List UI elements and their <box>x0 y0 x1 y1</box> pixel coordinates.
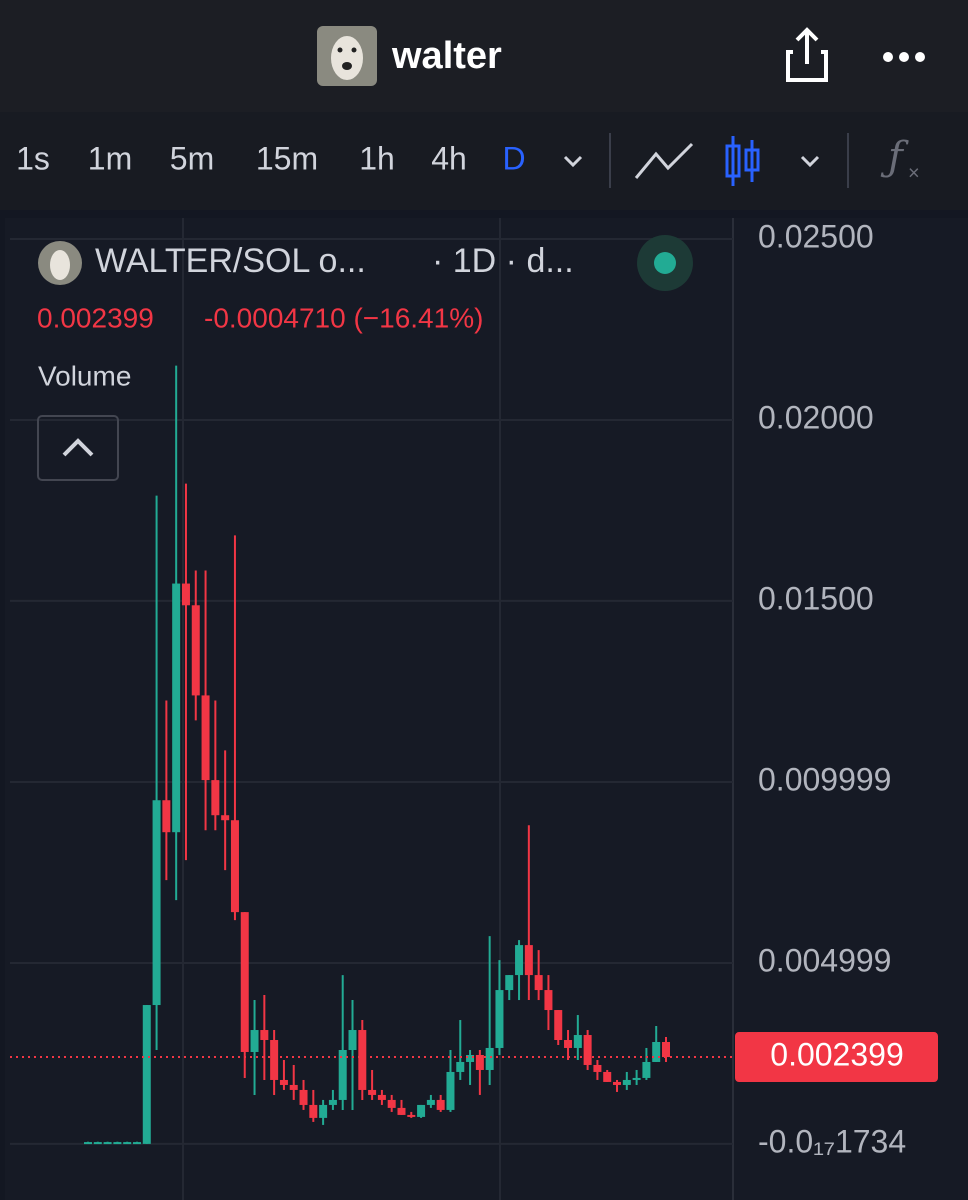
status-dot <box>654 252 676 274</box>
candle-body <box>132 1142 141 1145</box>
grid: -0.0₁₇1734 0.004999 0.009999 0.01500 0.02000… <box>10 218 906 1159</box>
volume-label: Volume <box>38 360 131 391</box>
candle-body <box>348 1030 357 1050</box>
collapse-icon <box>62 438 94 457</box>
candle-body <box>309 1104 318 1118</box>
line-chart-button[interactable] <box>634 142 694 179</box>
candle-body <box>466 1054 475 1062</box>
candle-body <box>475 1054 484 1070</box>
candle-body <box>279 1079 288 1085</box>
y-tick-label: 0.02000 <box>758 399 874 435</box>
candle-chart-button[interactable] <box>725 136 760 186</box>
candle-body <box>84 1142 92 1145</box>
candle-body <box>662 1041 670 1058</box>
candle-body <box>593 1064 602 1072</box>
more-button[interactable] <box>883 52 925 62</box>
candle-body <box>446 1071 455 1110</box>
candle-body <box>93 1142 102 1145</box>
avatar <box>317 26 377 86</box>
y-tick-label: 0.004999 <box>758 942 891 978</box>
y-tick-label: 0.009999 <box>758 761 891 797</box>
candle-body <box>270 1040 279 1080</box>
candle-body <box>328 1099 337 1105</box>
candle-body <box>573 1035 582 1048</box>
candle-body <box>632 1077 641 1080</box>
interval-button[interactable]: 5m <box>170 140 214 176</box>
candle-body <box>123 1142 132 1145</box>
interval-button[interactable]: 1h <box>359 140 395 176</box>
toolbar <box>0 112 968 210</box>
candle-body <box>103 1142 112 1145</box>
candle-body <box>377 1094 386 1100</box>
interval-dropdown[interactable] <box>563 155 583 168</box>
interval-button[interactable]: 1m <box>88 140 132 176</box>
candles: 0.002399 <box>10 365 938 1145</box>
candle-body <box>240 912 249 1052</box>
candle-body <box>142 1005 151 1144</box>
candle-body <box>544 990 553 1011</box>
symbol-title: WALTER/SOL o... <box>95 242 366 280</box>
candle-body <box>172 583 181 833</box>
candle-body <box>397 1107 406 1115</box>
candle-body <box>211 780 220 816</box>
interval-text: · 1D · d... <box>432 242 574 280</box>
candle-body <box>505 975 514 991</box>
legend-avatar <box>38 241 82 285</box>
candle-body <box>622 1079 631 1085</box>
candle-body <box>230 820 239 913</box>
candle-body <box>113 1142 122 1145</box>
chart-type-dropdown[interactable] <box>800 155 820 168</box>
interval-button[interactable]: 15m <box>256 140 318 176</box>
last-price-box <box>735 1032 938 1083</box>
candle-body <box>642 1061 651 1078</box>
candle-body <box>417 1104 426 1117</box>
candle-body <box>201 695 210 781</box>
candle-body <box>250 1030 259 1052</box>
interval-button[interactable]: D <box>502 140 525 176</box>
legend-change: -0.0004710 (−16.41%) <box>204 302 483 333</box>
candle-body <box>387 1099 396 1108</box>
indicators-button-sub: × <box>908 162 920 184</box>
candle-body <box>613 1081 622 1085</box>
collapse-button[interactable] <box>37 415 119 481</box>
candle-body <box>260 1030 269 1041</box>
candle-body <box>221 815 230 821</box>
candle-body <box>603 1071 612 1082</box>
candle-body <box>564 1040 573 1048</box>
y-tick-label: -0.0₁₇1734 <box>758 1123 906 1159</box>
candle-body <box>534 975 543 991</box>
share-button[interactable] <box>786 27 828 82</box>
candle-body <box>652 1041 661 1062</box>
interval-button[interactable]: 1s <box>16 140 50 176</box>
candle-body <box>162 800 171 833</box>
y-tick-label: 0.02500 <box>758 218 874 254</box>
candle-body <box>289 1084 298 1090</box>
overlay: WALTER/SOL o... · 1D · d... 0.002399 -0.… <box>37 235 693 481</box>
interval-button[interactable]: 4h <box>431 140 467 176</box>
candle-body <box>524 945 533 976</box>
candle-body <box>191 605 200 696</box>
y-tick-label: 0.01500 <box>758 580 874 616</box>
candle-body <box>368 1089 377 1095</box>
candle-body <box>495 990 504 1048</box>
legend-price: 0.002399 <box>37 302 154 333</box>
candle-body <box>583 1035 592 1065</box>
candle-body <box>319 1104 328 1118</box>
candle-body <box>456 1061 465 1072</box>
candle-body <box>554 1010 563 1041</box>
candle-body <box>358 1030 367 1090</box>
candle-body <box>407 1114 416 1117</box>
candle-body <box>436 1099 445 1110</box>
candle-body <box>299 1089 308 1105</box>
candle-body <box>515 945 524 976</box>
candle-body <box>152 800 161 1006</box>
last-price-label: 0.002399 <box>770 1037 903 1073</box>
candle-body <box>426 1099 435 1105</box>
candle-body <box>338 1049 347 1100</box>
header-title: walter <box>391 35 502 77</box>
candle-body <box>485 1047 494 1070</box>
candle-body <box>181 583 190 606</box>
